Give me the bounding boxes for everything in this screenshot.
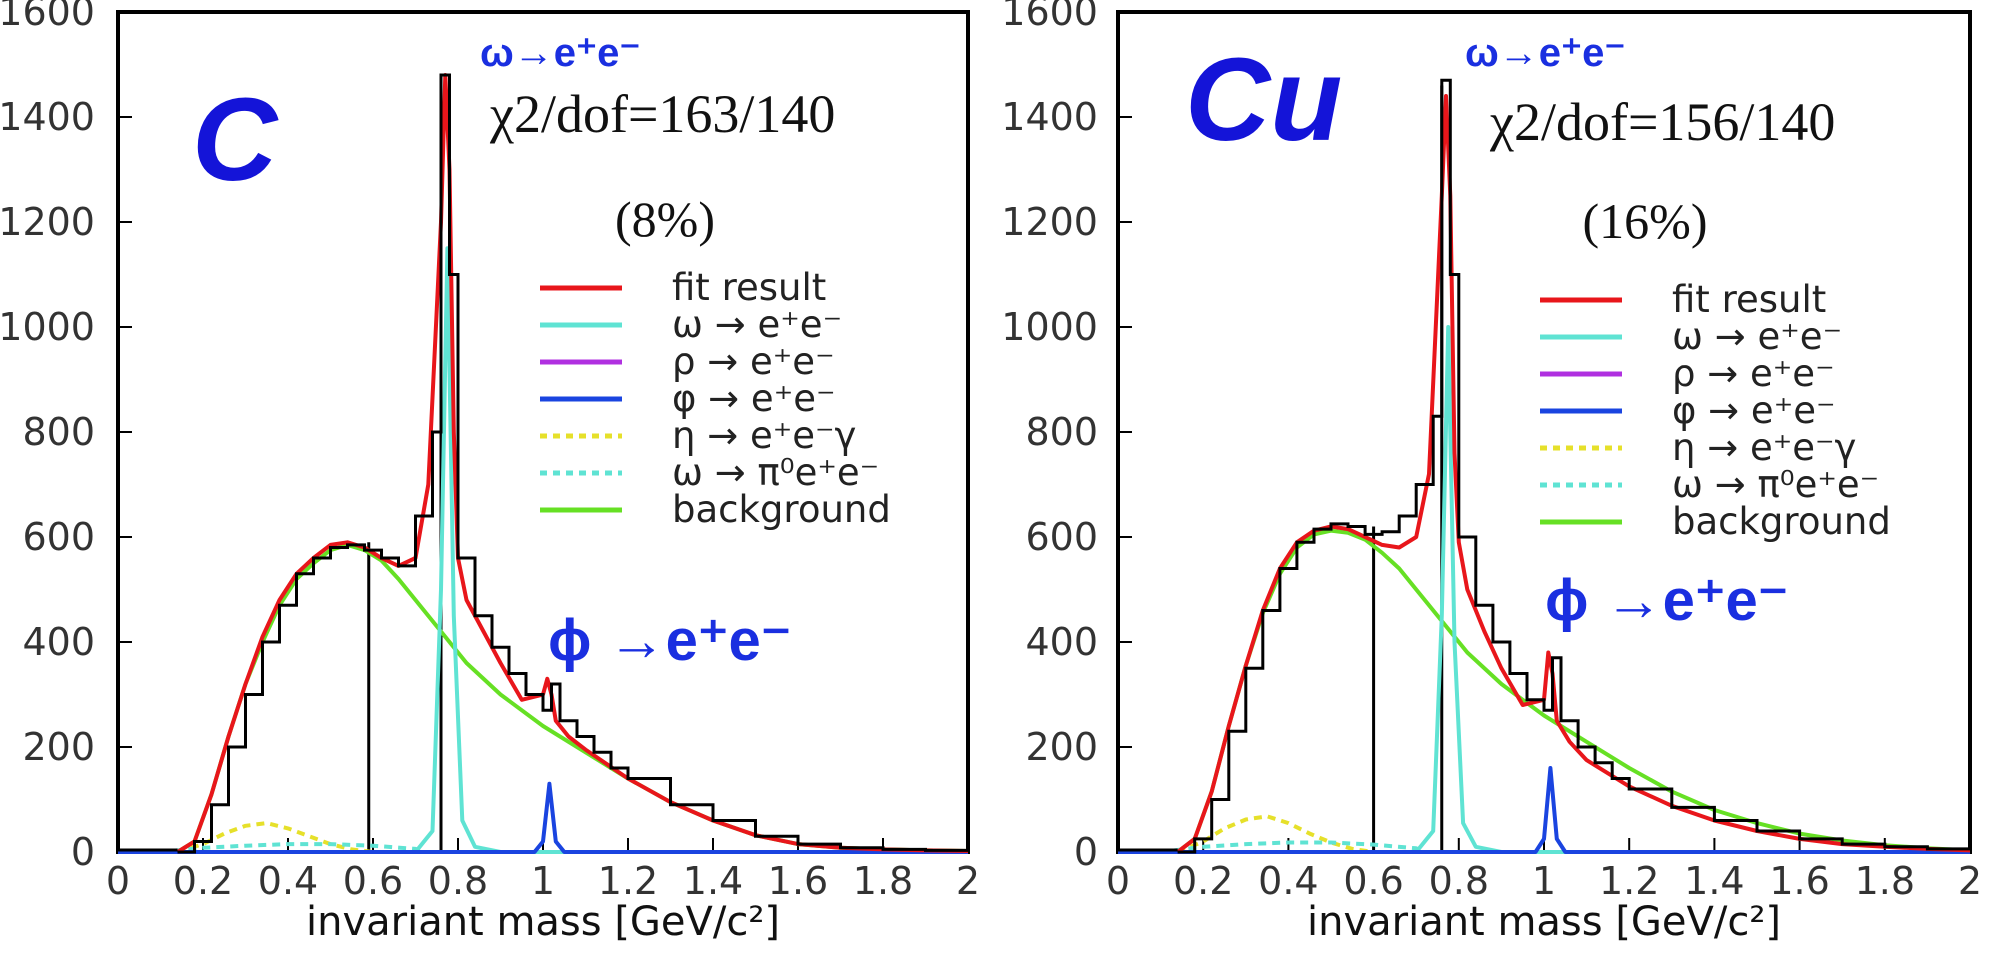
x-tick-label: 2 (956, 859, 980, 903)
legend-label: background (1672, 500, 1891, 543)
target-label: Cu (1185, 34, 1342, 166)
legend-label: φ → e⁺e⁻ (672, 377, 836, 420)
y-tick-label: 1000 (1001, 305, 1098, 349)
series-line (176, 73, 969, 854)
series-line (118, 781, 968, 854)
legend-label: fit result (672, 266, 826, 309)
legend-label: background (672, 488, 891, 531)
chart-panel-cu: 0 0.2 0.4 0.6 0.8 1 1.2 1.4 1.6 1.8 2 0 200 400 600 800… (1001, 0, 1982, 945)
legend-label: φ → e⁺e⁻ (1672, 389, 1836, 432)
x-tick-label: 1.2 (598, 859, 658, 903)
series-line (1118, 325, 1970, 854)
y-tick-label: 1200 (0, 200, 95, 244)
legend-label: η → e⁺e⁻γ (1672, 426, 1856, 469)
y-tick-label: 600 (1025, 515, 1098, 559)
y-tick-label: 1400 (1001, 95, 1098, 139)
y-tick-label: 0 (1074, 830, 1098, 874)
fit-quality: χ2/dof=156/140 (1489, 92, 1835, 152)
x-tick-label: 0 (106, 859, 130, 903)
series-line (1176, 94, 1971, 854)
legend-label: fit result (1672, 278, 1826, 321)
fit-probability: (8%) (615, 191, 715, 247)
series-line (160, 842, 425, 854)
x-tick-label: 1.6 (1769, 859, 1829, 903)
y-tick-label: 400 (22, 620, 95, 664)
y-tick-label: 1400 (0, 95, 95, 139)
x-tick-label: 0.2 (173, 859, 233, 903)
x-tick-label: 0.8 (1429, 859, 1489, 903)
series-curves (118, 73, 969, 854)
y-tick-label: 400 (1025, 620, 1098, 664)
data-histogram (1177, 78, 1972, 854)
series-line (176, 821, 374, 854)
y-tick-label: 1600 (1001, 0, 1098, 34)
omega-annotation: ω→e⁺e⁻ (1465, 31, 1626, 75)
target-label: C (192, 74, 279, 206)
x-tick-label: 0.4 (1258, 859, 1318, 903)
legend-label: ω → π⁰e⁺e⁻ (672, 451, 879, 494)
axis-ticks: 0 0.2 0.4 0.6 0.8 1 1.2 1.4 1.6 1.8 2 0 200 400 600 800… (0, 0, 980, 903)
x-tick-label: 2 (1958, 859, 1982, 903)
x-axis-label: invariant mass [GeV/c²] (306, 899, 780, 945)
x-tick-label: 1 (1532, 859, 1556, 903)
legend-label: η → e⁺e⁻γ (672, 414, 856, 457)
data-histogram (177, 73, 970, 854)
x-tick-label: 0.4 (258, 859, 318, 903)
fit-probability: (16%) (1583, 193, 1708, 249)
y-tick-label: 200 (1025, 725, 1098, 769)
x-tick-label: 0.2 (1173, 859, 1233, 903)
y-tick-label: 800 (22, 410, 95, 454)
x-tick-label: 1.6 (768, 859, 828, 903)
y-tick-label: 1600 (0, 0, 95, 34)
y-tick-label: 600 (22, 515, 95, 559)
legend-label: ω → e⁺e⁻ (672, 303, 842, 346)
x-tick-label: 1.4 (683, 859, 743, 903)
x-tick-label: 0.6 (343, 859, 403, 903)
x-axis-label: invariant mass [GeV/c²] (1307, 899, 1781, 945)
x-tick-label: 0 (1106, 859, 1130, 903)
legend-label: ω → π⁰e⁺e⁻ (1672, 463, 1879, 506)
y-tick-label: 200 (22, 725, 95, 769)
x-tick-label: 0.6 (1343, 859, 1403, 903)
phi-annotation: ϕ →e⁺e⁻ (1545, 568, 1788, 633)
axis-ticks: 0 0.2 0.4 0.6 0.8 1 1.2 1.4 1.6 1.8 2 0 200 400 600 800… (1001, 0, 1982, 903)
x-tick-label: 1.8 (853, 859, 913, 903)
legend-label: ω → e⁺e⁻ (1672, 315, 1842, 358)
series-curves (1118, 94, 1971, 854)
phi-annotation: ϕ →e⁺e⁻ (548, 608, 791, 673)
legend-label: ρ → e⁺e⁻ (672, 340, 835, 383)
x-tick-label: 0.8 (428, 859, 488, 903)
omega-annotation: ω→e⁺e⁻ (480, 31, 641, 75)
y-tick-label: 800 (1025, 410, 1098, 454)
series-line (118, 246, 968, 854)
x-tick-label: 1.8 (1855, 859, 1915, 903)
x-tick-label: 1.2 (1599, 859, 1659, 903)
fit-quality: χ2/dof=163/140 (489, 84, 835, 144)
x-tick-label: 1 (531, 859, 555, 903)
series-line (1118, 766, 1970, 854)
chart-panel-c: 0 0.2 0.4 0.6 0.8 1 1.2 1.4 1.6 1.8 2 0 200 400 600 800… (0, 0, 980, 945)
y-tick-label: 1200 (1001, 200, 1098, 244)
legend-label: ρ → e⁺e⁻ (1672, 352, 1835, 395)
x-tick-label: 1.4 (1684, 859, 1744, 903)
y-tick-label: 1000 (0, 305, 95, 349)
y-tick-label: 0 (71, 830, 95, 874)
